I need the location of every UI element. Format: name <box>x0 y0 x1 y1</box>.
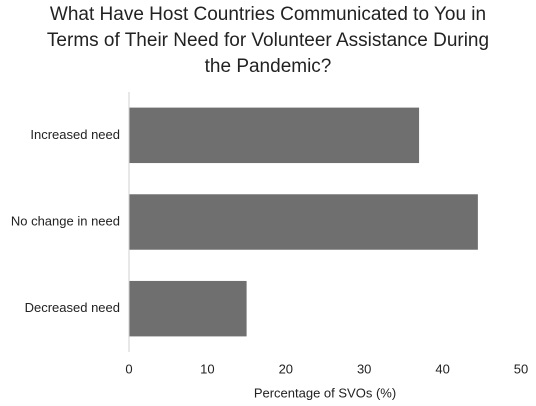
x-tick-label: 20 <box>279 361 293 376</box>
x-tick-label: 10 <box>200 361 214 376</box>
x-tick-label: 40 <box>435 361 449 376</box>
x-tick-label: 0 <box>125 361 132 376</box>
bar <box>129 194 478 250</box>
bar <box>129 280 247 337</box>
bar <box>129 107 420 164</box>
chart-title: What Have Host Countries Communicated to… <box>46 4 490 77</box>
x-tick-label: 50 <box>514 361 528 376</box>
y-tick-label: No change in need <box>11 213 120 228</box>
y-tick-label: Decreased need <box>25 300 120 315</box>
y-tick-label: Increased need <box>30 127 120 142</box>
x-axis-label: Percentage of SVOs (%) <box>254 385 396 400</box>
x-tick-label: 30 <box>357 361 371 376</box>
